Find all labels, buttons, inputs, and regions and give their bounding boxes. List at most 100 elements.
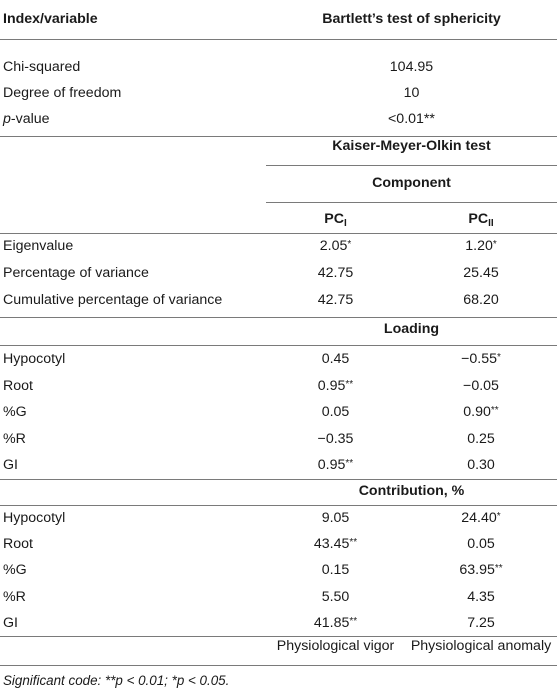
pc1-value: 0.95** [266, 373, 405, 400]
row-label: Hypocotyl [3, 351, 66, 367]
row-value: 10 [403, 85, 420, 101]
cell-value: 41.85 [313, 614, 350, 631]
component-title: Component [372, 175, 451, 191]
significance-mark: * [496, 511, 501, 522]
cell-value: 0.05 [467, 536, 495, 553]
table-row: %R −0.35 0.25 [0, 426, 557, 453]
pc-header-row: PCI PCII [0, 206, 557, 233]
row-label: Root [3, 377, 33, 394]
table-row: Degree of freedom 10 [0, 80, 557, 107]
pc2-value: 25.45 [405, 260, 557, 287]
significance-mark: * [347, 239, 352, 250]
cell-value: 0.15 [321, 562, 350, 579]
pc1-value: −0.35 [266, 426, 405, 453]
pc2-value: −0.05 [405, 373, 557, 400]
table-bottom-divider [0, 665, 557, 666]
row-label: %G [3, 562, 27, 579]
loading-end-divider [0, 479, 557, 480]
row-label: Hypocotyl [3, 510, 66, 526]
cell-value: 4.35 [467, 588, 495, 605]
pc1-value: 41.85** [266, 610, 405, 637]
pc2-value: 0.05 [405, 531, 557, 558]
row-label: Chi-squared [3, 59, 81, 75]
row-label: Degree of freedom [3, 85, 122, 101]
kmo-title-row: Kaiser-Meyer-Olkin test [0, 133, 557, 160]
loading-title: Loading [383, 321, 440, 337]
row-label: %R [3, 430, 26, 447]
pc1-value: 0.45 [266, 346, 405, 373]
table-row: Root 0.95** −0.05 [0, 373, 557, 400]
p-rest: -value [10, 111, 50, 127]
component-row: Component [0, 170, 557, 197]
table-row: GI 0.95** 0.30 [0, 452, 557, 479]
loading-divider [0, 345, 557, 346]
pc1-value: 2.05* [266, 233, 405, 260]
pc1-value: 0.95** [266, 452, 405, 479]
row-value: <0.01** [388, 111, 435, 127]
pc1-value: 9.05 [266, 505, 405, 532]
pc1-value: 42.75 [266, 260, 405, 287]
row-label: %G [3, 404, 27, 421]
cell-value: 1.20 [465, 238, 493, 254]
header-index-variable: Index/variable [3, 11, 98, 27]
significance-mark: ** [345, 458, 354, 470]
row-label: GI [3, 457, 18, 474]
pc2-value: 7.25 [405, 610, 557, 637]
table-row: Hypocotyl 9.05 24.40* [0, 505, 557, 532]
cell-value: 2.05 [319, 238, 348, 254]
pc2-value: −0.55* [405, 346, 557, 373]
table-row: %R 5.50 4.35 [0, 584, 557, 611]
pc2-header: PCII [468, 211, 494, 229]
kmo-divider [266, 165, 557, 166]
table-row: Hypocotyl 0.45 −0.55* [0, 346, 557, 373]
cell-value: 0.25 [467, 430, 495, 447]
row-value: 104.95 [389, 59, 434, 75]
cell-value: 25.45 [463, 265, 499, 281]
pc1-header: PCI [324, 211, 347, 229]
cell-value: 0.30 [467, 457, 495, 474]
row-label: p-value [3, 106, 50, 133]
cell-value: 0.95 [317, 457, 346, 474]
table-row: Root 43.45** 0.05 [0, 531, 557, 558]
contribution-title-row: Contribution, % [0, 478, 557, 505]
contribution-title: Contribution, % [358, 483, 465, 499]
pc1-value: 0.15 [266, 557, 405, 584]
cell-value: 7.25 [467, 614, 495, 631]
eigen-divider [0, 317, 557, 318]
significance-mark: ** [349, 615, 358, 627]
cell-value: 5.50 [321, 588, 350, 605]
cell-value: 42.75 [317, 265, 354, 281]
table-header-row: Index/variable Bartlett’s test of spheri… [0, 6, 557, 33]
interpretation-row: Physiological vigor Physiological anomal… [0, 633, 557, 660]
loading-title-row: Loading [0, 316, 557, 343]
significance-mark: ** [490, 405, 499, 417]
pc2-value: 0.25 [405, 426, 557, 453]
table-row: GI 41.85** 7.25 [0, 610, 557, 637]
pc2-value: 4.35 [405, 584, 557, 611]
pc2-value: 63.95** [405, 557, 557, 584]
cell-value: 0.90 [463, 404, 491, 421]
row-label: GI [3, 614, 18, 631]
pc2-value: 68.20 [405, 287, 557, 314]
pc2-value: 0.30 [405, 452, 557, 479]
kmo-title: Kaiser-Meyer-Olkin test [332, 138, 491, 154]
table-row: %G 0.15 63.95** [0, 557, 557, 584]
table-row: p-value <0.01** [0, 106, 557, 133]
section-divider [0, 136, 557, 137]
cell-value: 42.75 [317, 292, 354, 308]
cell-value: −0.55 [461, 351, 497, 367]
significance-mark: * [492, 239, 497, 250]
table-row: Cumulative percentage of variance 42.75 68… [0, 287, 557, 314]
significance-mark: ** [494, 563, 503, 575]
row-label: Root [3, 536, 33, 553]
footnote: Significant code: **p < 0.01; *p < 0.05. [3, 673, 230, 688]
table-row: %G 0.05 0.90** [0, 399, 557, 426]
table-row: Percentage of variance 42.75 25.45 [0, 260, 557, 287]
contribution-end-divider [0, 636, 557, 637]
pc2-value: 24.40* [405, 505, 557, 532]
pc1-interpretation: Physiological vigor [276, 638, 395, 654]
cell-value: −0.05 [463, 377, 499, 394]
p-italic: p [3, 111, 11, 127]
significance-mark: ** [345, 378, 354, 390]
row-label: Percentage of variance [3, 265, 149, 281]
